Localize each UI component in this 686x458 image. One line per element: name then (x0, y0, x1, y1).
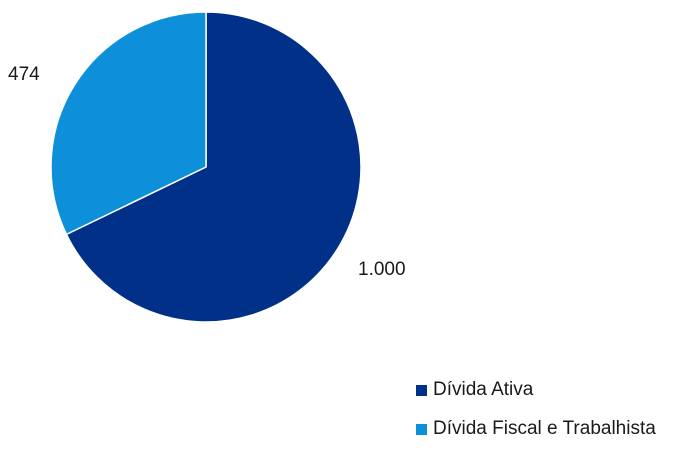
legend-label-divida-ativa: Dívida Ativa (433, 379, 534, 400)
pie-slice-1 (50, 11, 207, 236)
legend-swatch-divida-ativa (416, 384, 427, 396)
pie-data-labels: 1.000 474 (8, 64, 406, 280)
legend-label-divida-fiscal: Dívida Fiscal e Trabalhista (433, 418, 656, 439)
pie-slice-0 (65, 11, 362, 323)
legend-swatch-divida-fiscal (416, 423, 427, 435)
pie-slices (50, 11, 362, 323)
pie-data-label-1: 474 (8, 64, 40, 85)
pie-data-label-0: 1.000 (358, 259, 406, 280)
legend: Dívida Ativa Dívida Fiscal e Trabalhista (416, 379, 656, 458)
pie-chart: 1.000 474 (8, 11, 406, 323)
legend-item-divida-ativa: Dívida Ativa (416, 379, 656, 400)
legend-item-divida-fiscal: Dívida Fiscal e Trabalhista (416, 418, 656, 439)
